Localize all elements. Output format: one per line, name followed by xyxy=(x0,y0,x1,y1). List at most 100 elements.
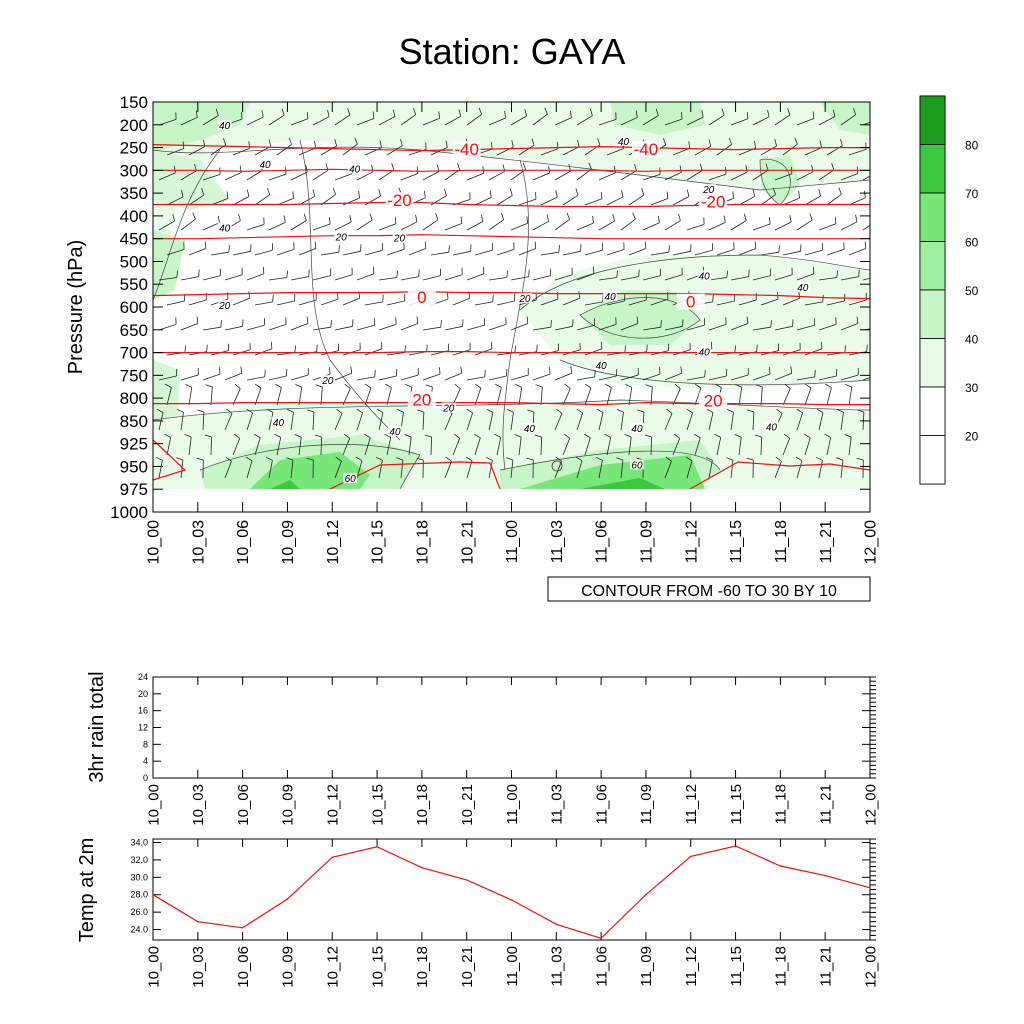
temp-label-bg xyxy=(699,193,728,210)
wind-barb xyxy=(818,270,839,281)
wind-barb-feather xyxy=(524,109,527,117)
wind-barb-feather xyxy=(570,366,573,374)
wind-barb xyxy=(424,434,432,456)
wind-barb-staff xyxy=(466,221,484,231)
wind-barb xyxy=(232,244,252,256)
wind-barb-feather xyxy=(754,434,762,438)
wind-barb xyxy=(375,456,383,479)
wind-barb-feather xyxy=(616,457,624,461)
wind-barb-staff xyxy=(826,387,832,406)
wind-barb xyxy=(642,108,659,126)
wind-barb-feather xyxy=(616,270,619,278)
x-tick-label: 10_09 xyxy=(280,946,297,988)
wind-barb xyxy=(554,366,573,381)
wind-barb xyxy=(705,456,713,479)
wind-barb xyxy=(158,165,176,181)
wind-barb-feather xyxy=(708,139,712,147)
wind-barb-feather xyxy=(283,215,286,223)
wind-barb-staff xyxy=(180,460,184,479)
wind-barb xyxy=(496,188,513,206)
wind-barb-feather xyxy=(845,384,852,388)
wind-barb-staff xyxy=(554,170,571,181)
wind-barb xyxy=(496,242,515,256)
wind-barb xyxy=(290,367,309,381)
wind-barb-staff xyxy=(826,437,832,456)
wind-barb xyxy=(224,366,243,381)
wind-barb-feather xyxy=(550,320,552,328)
wind-barb-feather xyxy=(564,383,571,389)
temp-contour-line xyxy=(153,290,870,300)
wind-barb xyxy=(686,217,705,231)
wind-barb-staff xyxy=(158,324,177,331)
wind-barb xyxy=(694,433,701,456)
wind-barb-feather xyxy=(769,217,771,225)
wind-barb-feather xyxy=(577,139,580,147)
wind-barb-feather xyxy=(831,163,835,171)
wind-barb-staff xyxy=(554,461,562,479)
wind-barb-staff xyxy=(510,323,528,331)
wind-barb-staff xyxy=(254,194,270,206)
temp-contour-label: 20 xyxy=(704,392,723,411)
wind-barb-staff xyxy=(650,251,669,256)
wind-barb-staff xyxy=(642,275,661,281)
wind-barb-feather xyxy=(457,162,461,170)
wind-barb-feather xyxy=(706,408,714,413)
wind-barb-feather xyxy=(754,140,756,149)
wind-barb-feather xyxy=(453,433,460,439)
wind-barb-feather xyxy=(435,213,439,221)
wind-barb-staff xyxy=(166,437,172,456)
wind-barb-feather xyxy=(556,408,563,414)
wind-barb-staff xyxy=(738,195,755,206)
x-tick-label: 11_03 xyxy=(549,946,566,987)
wind-barb-staff xyxy=(752,169,769,181)
temp-label-bg xyxy=(452,141,481,158)
wind-barb-feather xyxy=(588,162,592,170)
wind-barb-staff xyxy=(532,373,551,381)
wind-barb-feather xyxy=(575,188,579,196)
wind-barb xyxy=(444,162,461,181)
wind-barb xyxy=(774,267,793,281)
wind-barb-staff xyxy=(642,174,661,181)
wind-barb-feather xyxy=(734,434,742,438)
wind-barb-feather xyxy=(305,165,308,173)
wind-barb xyxy=(532,320,552,331)
wind-barb-staff xyxy=(342,197,360,206)
temp-contour-label: 0 xyxy=(417,288,426,307)
wind-barb-feather xyxy=(238,213,241,221)
x-tick-label: 11_00 xyxy=(504,520,521,563)
wind-barb-feather xyxy=(511,140,514,148)
wind-barb-feather xyxy=(776,408,783,414)
wind-barb xyxy=(334,108,351,126)
humidity-contour-label: 20 xyxy=(335,233,348,244)
wind-barb-feather xyxy=(286,409,294,413)
wind-barb-feather xyxy=(485,456,493,461)
wind-barb-staff xyxy=(188,194,205,206)
wind-barb xyxy=(430,245,450,256)
wind-barb-staff xyxy=(232,147,250,156)
wind-barb-feather xyxy=(595,456,603,461)
wind-barb-staff xyxy=(400,221,418,231)
rain-y-tick-label: 20 xyxy=(138,689,148,699)
wind-barb xyxy=(804,433,811,456)
wind-barb-staff xyxy=(510,374,529,381)
wind-barb-staff xyxy=(796,412,803,431)
wind-barb xyxy=(518,241,537,256)
temp-label-bg xyxy=(385,192,414,209)
wind-barb xyxy=(466,214,484,231)
x-tick-label: 11_00 xyxy=(504,784,521,825)
wind-barb-staff xyxy=(422,326,441,331)
humidity-label-bg xyxy=(392,232,407,243)
wind-barb xyxy=(584,433,591,456)
y-tick-label: 300 xyxy=(120,161,148,180)
wind-barb-staff xyxy=(202,222,220,231)
wind-barb-feather xyxy=(364,433,371,439)
humidity-contour-label: 40 xyxy=(273,418,285,429)
wind-barb-staff xyxy=(584,301,603,306)
wind-barb-staff xyxy=(400,114,416,126)
wind-barb-feather xyxy=(576,408,583,414)
wind-barb-staff xyxy=(562,146,580,156)
wind-barb-feather xyxy=(548,165,550,174)
wind-barb-feather xyxy=(770,320,772,328)
wind-barb xyxy=(518,138,535,156)
humidity-contour-label: 20 xyxy=(442,404,455,415)
